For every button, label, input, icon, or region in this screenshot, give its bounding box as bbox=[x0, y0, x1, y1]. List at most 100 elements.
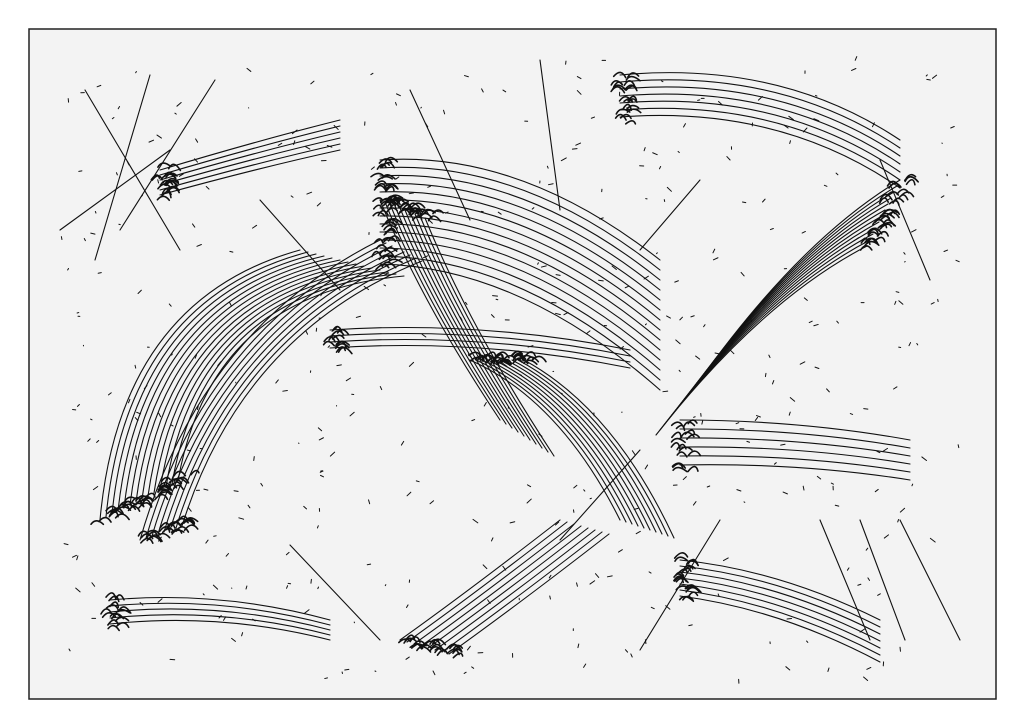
scribble-mark bbox=[108, 595, 120, 603]
scribble-mark bbox=[904, 175, 919, 183]
dot-mark bbox=[325, 288, 328, 291]
dot-mark bbox=[768, 354, 771, 359]
scribble-mark bbox=[376, 163, 387, 170]
curve-line bbox=[441, 531, 603, 653]
scribble-mark bbox=[687, 465, 699, 473]
dot-mark bbox=[76, 404, 80, 407]
dot-mark bbox=[90, 232, 96, 235]
scribble-mark bbox=[670, 421, 683, 427]
dot-mark bbox=[899, 507, 906, 513]
dot-mark bbox=[666, 186, 672, 192]
straight-stroke bbox=[409, 89, 471, 221]
dot-mark bbox=[789, 140, 791, 145]
dot-mark bbox=[96, 439, 100, 443]
scribble-mark bbox=[432, 638, 447, 646]
straight-stroke bbox=[819, 519, 871, 641]
curve-line bbox=[379, 231, 661, 351]
scribble-mark bbox=[109, 507, 124, 515]
scribble-mark bbox=[411, 215, 423, 221]
dot-mark bbox=[329, 451, 336, 457]
scribble-mark bbox=[680, 567, 692, 574]
dot-mark bbox=[501, 362, 508, 368]
dot-mark bbox=[195, 138, 199, 143]
dot-mark bbox=[631, 450, 636, 455]
straight-stroke bbox=[879, 159, 931, 281]
scribble-mark bbox=[387, 258, 403, 264]
dot-mark bbox=[87, 438, 91, 442]
scribble-mark bbox=[155, 532, 171, 539]
curve-line bbox=[679, 571, 881, 635]
dot-mark bbox=[872, 122, 875, 128]
dot-mark bbox=[63, 543, 69, 546]
dot-mark bbox=[554, 312, 561, 316]
scribble-mark bbox=[452, 652, 464, 659]
scribble-mark bbox=[160, 476, 171, 483]
dot-mark bbox=[502, 565, 507, 571]
dot-mark bbox=[316, 202, 322, 207]
dot-mark bbox=[526, 498, 532, 504]
curve-line bbox=[679, 589, 881, 656]
curve-line bbox=[145, 242, 387, 539]
dot-mark bbox=[143, 385, 148, 390]
scribble-mark bbox=[183, 517, 199, 525]
dot-mark bbox=[695, 355, 701, 360]
dot-mark bbox=[823, 184, 828, 187]
dot-mark bbox=[472, 518, 479, 524]
dot-mark bbox=[606, 575, 613, 578]
dot-mark bbox=[644, 639, 647, 645]
curve-line bbox=[181, 260, 423, 527]
scribble-mark bbox=[374, 180, 388, 186]
curve-line bbox=[163, 251, 405, 533]
dot-mark bbox=[527, 345, 534, 348]
dot-mark bbox=[385, 247, 388, 252]
dot-mark bbox=[955, 259, 960, 263]
dot-mark bbox=[911, 483, 914, 487]
dot-mark bbox=[157, 179, 160, 184]
curve-line bbox=[469, 359, 621, 521]
curve-line bbox=[409, 211, 537, 445]
scribble-mark bbox=[135, 494, 148, 502]
curve-line bbox=[379, 191, 661, 301]
scribble-mark bbox=[372, 204, 384, 211]
dot-mark bbox=[957, 444, 960, 449]
dot-mark bbox=[400, 440, 405, 446]
dot-mark bbox=[304, 609, 310, 614]
scribble-mark bbox=[676, 451, 688, 458]
scribble-mark bbox=[495, 360, 511, 366]
scribble-mark bbox=[381, 236, 397, 243]
dot-mark bbox=[126, 161, 130, 166]
dot-mark bbox=[789, 397, 796, 402]
scribble-mark bbox=[387, 195, 401, 203]
scribble-mark bbox=[481, 353, 492, 361]
scribble-mark bbox=[322, 340, 336, 347]
dot-mark bbox=[277, 142, 283, 146]
curve-line bbox=[175, 257, 417, 529]
scribble-mark bbox=[610, 86, 626, 94]
dot-mark bbox=[191, 223, 196, 228]
scribble-mark bbox=[134, 500, 145, 508]
scribble-mark bbox=[416, 645, 432, 653]
scribble-mark bbox=[157, 484, 173, 492]
dot-mark bbox=[134, 417, 139, 422]
scribble-mark bbox=[513, 353, 525, 361]
curve-line bbox=[135, 261, 349, 503]
curve-line bbox=[679, 577, 881, 642]
dot-mark bbox=[685, 588, 689, 593]
scribble-mark bbox=[686, 433, 701, 441]
scribble-mark bbox=[370, 172, 385, 178]
straight-stroke bbox=[259, 199, 341, 291]
curve-line bbox=[151, 245, 393, 537]
dot-mark bbox=[731, 340, 733, 345]
dot-mark bbox=[408, 192, 415, 195]
dot-mark bbox=[786, 617, 793, 620]
scribble-mark bbox=[879, 223, 893, 230]
curve-line bbox=[679, 437, 911, 457]
scribble-mark bbox=[687, 450, 702, 457]
dot-mark bbox=[547, 183, 554, 186]
scribble-mark bbox=[331, 325, 343, 333]
scribble-mark bbox=[158, 526, 171, 533]
scribble-mark bbox=[886, 180, 901, 189]
scribble-mark bbox=[160, 173, 176, 180]
dot-mark bbox=[538, 433, 543, 437]
curve-line bbox=[109, 608, 331, 631]
